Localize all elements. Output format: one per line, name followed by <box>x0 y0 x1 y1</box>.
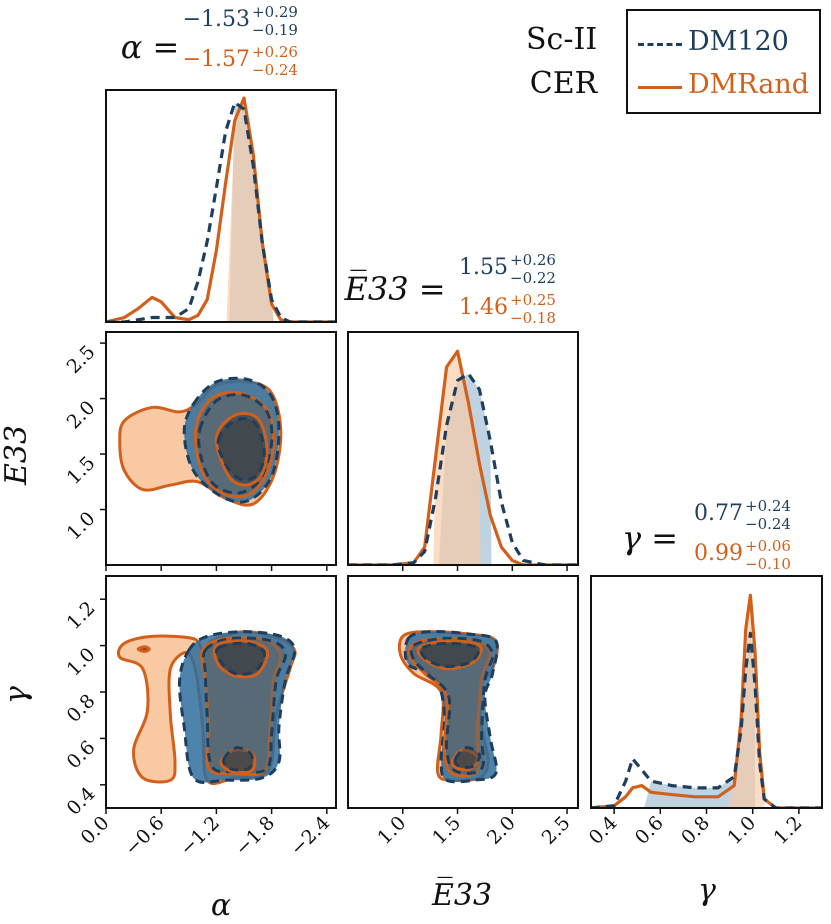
x-tick-label: 2.5 <box>538 812 575 849</box>
y-axis-label-gamma: γ <box>0 686 34 704</box>
summary-label-E33: E̅33 = <box>343 269 445 308</box>
summary-minus-dm120: −0.22 <box>510 269 556 287</box>
summary-minus-dm120: −0.24 <box>745 515 791 533</box>
x-tick-label: 0.4 <box>585 812 622 849</box>
x-tick-label: 0.6 <box>631 812 668 849</box>
contour-dm120-mid <box>409 636 495 775</box>
summary-label-gamma: γ = <box>622 519 678 557</box>
joint-panel-alpha_gamma <box>105 575 337 809</box>
marginal-line-dm120 <box>348 372 578 565</box>
marginal-line-dm120 <box>106 100 336 322</box>
panel-frame <box>347 331 579 566</box>
x-axis-label-alpha: α <box>211 888 231 923</box>
summary-plus-dm120: +0.26 <box>510 251 556 269</box>
y-tick-label: 1.0 <box>63 644 100 681</box>
summary-plus-dmrand: +0.25 <box>510 291 556 309</box>
marginal-content <box>106 96 336 322</box>
panel-frame <box>347 575 579 809</box>
summary-label-alpha: α = <box>121 28 180 66</box>
summary-median-dm120: 1.55 <box>459 255 508 280</box>
legend-dashed-line-icon <box>638 43 682 46</box>
marginal-line-dm120 <box>591 631 822 808</box>
x-axis-label-e33: E̅33 <box>431 877 492 913</box>
panel-frame <box>105 89 337 323</box>
y-tick-label: 2.0 <box>63 397 100 434</box>
y-tick-label: 0.6 <box>63 736 100 773</box>
x-tick-label: 1.2 <box>770 812 807 849</box>
x-tick-label: −1.8 <box>231 812 279 860</box>
summary-plus-dm120: +0.24 <box>745 497 791 515</box>
marginal-line-dmrand <box>591 593 822 808</box>
marginal-line-dmrand <box>348 349 578 565</box>
contour-dm120-inner <box>216 417 266 482</box>
sample-type: CER <box>529 66 598 101</box>
legend-solid-line-icon <box>638 86 682 89</box>
legend-label-dmrand: DMRand <box>688 69 810 100</box>
x-tick-label: −2.4 <box>286 812 334 860</box>
contour-dm120-inner2 <box>453 746 482 769</box>
legend-label-dm120: DM120 <box>688 26 789 57</box>
summary-median-dmrand: 1.46 <box>459 295 508 320</box>
contour-dm120-inner2 <box>222 746 254 772</box>
summary-median-dmrand: −1.57 <box>183 47 250 72</box>
summary-minus-dmrand: −0.24 <box>252 61 298 79</box>
marginal-panel-gamma <box>590 575 823 809</box>
summary-minus-dm120: −0.19 <box>252 21 298 39</box>
marginal-line-dmrand <box>106 96 336 322</box>
sample-name: Sc-II <box>526 22 598 57</box>
contour-dm120-inner <box>419 641 480 669</box>
summary-minus-dmrand: −0.18 <box>510 309 556 327</box>
y-tick-label: 0.4 <box>63 783 100 820</box>
contour-dm120-inner <box>215 641 266 676</box>
y-axis-label-e33: E̅33 <box>0 425 34 486</box>
summary-median-dm120: −1.53 <box>183 7 250 32</box>
x-tick-label: 1.5 <box>428 812 465 849</box>
y-tick-label: 1.2 <box>63 597 100 634</box>
summary-plus-dm120: +0.29 <box>252 3 298 21</box>
summary-median-dm120: 0.77 <box>694 501 743 526</box>
y-tick-label: 0.8 <box>63 690 100 727</box>
panel-frame <box>590 575 823 809</box>
summary-plus-dmrand: +0.06 <box>745 537 791 555</box>
x-tick-label: 1.0 <box>723 812 760 849</box>
y-tick-label: 1.0 <box>63 508 100 545</box>
marginal-panel-alpha <box>105 89 337 323</box>
summary-minus-dmrand: −0.10 <box>745 555 791 573</box>
x-tick-label: 1.0 <box>373 812 410 849</box>
contour-dmrand-peak <box>136 645 151 653</box>
joint-content <box>116 630 297 785</box>
joint-panel-alpha_E33 <box>105 331 337 566</box>
marginal-content <box>591 593 822 808</box>
x-tick-label: −0.6 <box>121 812 169 860</box>
legend-entry-dm120: DM120 <box>628 23 819 63</box>
joint-panel-E33_gamma <box>347 575 579 809</box>
summary-median-dmrand: 0.99 <box>694 541 743 566</box>
x-tick-label: 0.8 <box>677 812 714 849</box>
x-tick-label: 0.0 <box>77 812 114 849</box>
x-tick-label: 2.0 <box>483 812 520 849</box>
x-axis-label-gamma: γ <box>698 873 716 908</box>
marginal-content <box>348 349 578 565</box>
panel-frame <box>105 331 337 566</box>
x-tick-label: −1.2 <box>176 812 224 860</box>
summary-plus-dmrand: +0.26 <box>252 43 298 61</box>
joint-content <box>118 376 283 507</box>
legend-entry-dmrand: DMRand <box>628 66 819 106</box>
legend: DM120 DMRand <box>626 9 821 114</box>
joint-content <box>397 629 499 784</box>
y-tick-label: 1.5 <box>63 452 100 489</box>
marginal-panel-E33 <box>347 331 579 566</box>
y-tick-label: 2.5 <box>63 341 100 378</box>
sample-label: Sc-II CER <box>526 18 597 106</box>
credible-band-dmrand <box>226 98 275 322</box>
credible-band-dmrand <box>727 595 765 808</box>
